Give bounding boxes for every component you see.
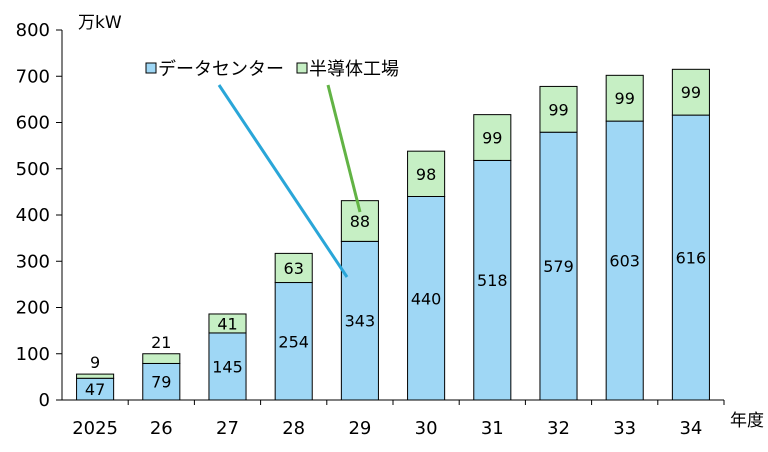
bar-datacenter	[142, 362, 181, 401]
bar-datacenter	[340, 240, 379, 401]
bar-semiconductor	[208, 313, 247, 334]
x-tick-label: 34	[679, 418, 702, 439]
bar-semiconductor	[671, 68, 710, 116]
y-tick-label: 700	[16, 66, 50, 87]
y-tick-label: 100	[16, 344, 50, 365]
data-label-datacenter: 440	[411, 289, 442, 308]
data-label-datacenter: 254	[278, 332, 309, 351]
leader-line-semiconductor	[326, 84, 362, 213]
bar-datacenter	[407, 196, 446, 401]
bar-semiconductor	[605, 74, 644, 122]
data-label-semiconductor: 99	[615, 89, 635, 108]
legend-swatch-datacenter	[145, 62, 157, 74]
x-tick-label: 30	[415, 418, 438, 439]
data-label-semiconductor: 88	[350, 212, 370, 231]
data-label-datacenter: 518	[477, 271, 508, 290]
bars: 47 9 79 21 145 41 254 63 343 88 440 98 518 99 579 99 603…	[76, 68, 710, 401]
y-tick-label: 600	[16, 113, 50, 134]
bar-datacenter	[208, 332, 247, 401]
data-label-datacenter: 579	[543, 257, 574, 276]
bar-datacenter	[671, 114, 710, 401]
leader-lines	[217, 84, 362, 278]
legend: データセンター 半導体工場	[145, 59, 399, 80]
bar-semiconductor	[274, 252, 313, 284]
data-label-semiconductor: 41	[217, 314, 237, 333]
data-label-datacenter: 47	[85, 380, 105, 399]
x-tick-label: 31	[481, 418, 504, 439]
legend-swatch-semiconductor	[296, 62, 308, 74]
y-axis-unit: 万kW	[78, 13, 122, 33]
data-label-datacenter: 145	[212, 357, 243, 376]
bar-datacenter	[605, 120, 644, 401]
data-label-semiconductor: 99	[681, 83, 701, 102]
data-label-semiconductor: 98	[416, 165, 436, 184]
x-tick-label: 33	[613, 418, 636, 439]
x-tick-label: 29	[348, 418, 371, 439]
x-tick-label: 2025	[72, 418, 118, 439]
data-label-semiconductor: 99	[482, 129, 502, 148]
y-tick-label: 0	[39, 390, 50, 411]
y-tick-label: 500	[16, 159, 50, 180]
y-tick-label: 300	[16, 251, 50, 272]
x-axis-unit: 年度	[730, 411, 764, 431]
bar-semiconductor	[76, 373, 115, 379]
bar-datacenter	[274, 282, 313, 401]
legend-label-datacenter: データセンター	[158, 59, 284, 80]
legend-label-semiconductor: 半導体工場	[309, 59, 399, 80]
x-tick-label: 28	[282, 418, 305, 439]
bar-datacenter	[473, 159, 512, 401]
data-label-semiconductor: 9	[90, 353, 100, 372]
data-label-datacenter: 616	[676, 249, 707, 268]
axes: 0 100 200 300 400 500 600 700 800 万kW 2025 26 27 28 29…	[16, 13, 764, 439]
y-tick-label: 200	[16, 298, 50, 319]
data-label-semiconductor: 63	[284, 259, 304, 278]
bar-semiconductor	[142, 353, 181, 364]
leader-line-datacenter	[217, 84, 349, 278]
x-tick-label: 32	[547, 418, 570, 439]
data-label-semiconductor: 99	[548, 100, 568, 119]
y-tick-label: 800	[16, 20, 50, 41]
data-label-datacenter: 79	[151, 373, 171, 392]
data-label-datacenter: 343	[345, 312, 376, 331]
data-label-semiconductor: 21	[151, 333, 171, 352]
bar-semiconductor	[539, 85, 578, 133]
bar-semiconductor	[407, 150, 446, 198]
bar-semiconductor	[473, 114, 512, 161]
bar-datacenter	[539, 131, 578, 401]
y-tick-label: 400	[16, 205, 50, 226]
x-tick-label: 26	[150, 418, 173, 439]
data-label-datacenter: 603	[609, 252, 640, 271]
x-tick-label: 27	[216, 418, 239, 439]
